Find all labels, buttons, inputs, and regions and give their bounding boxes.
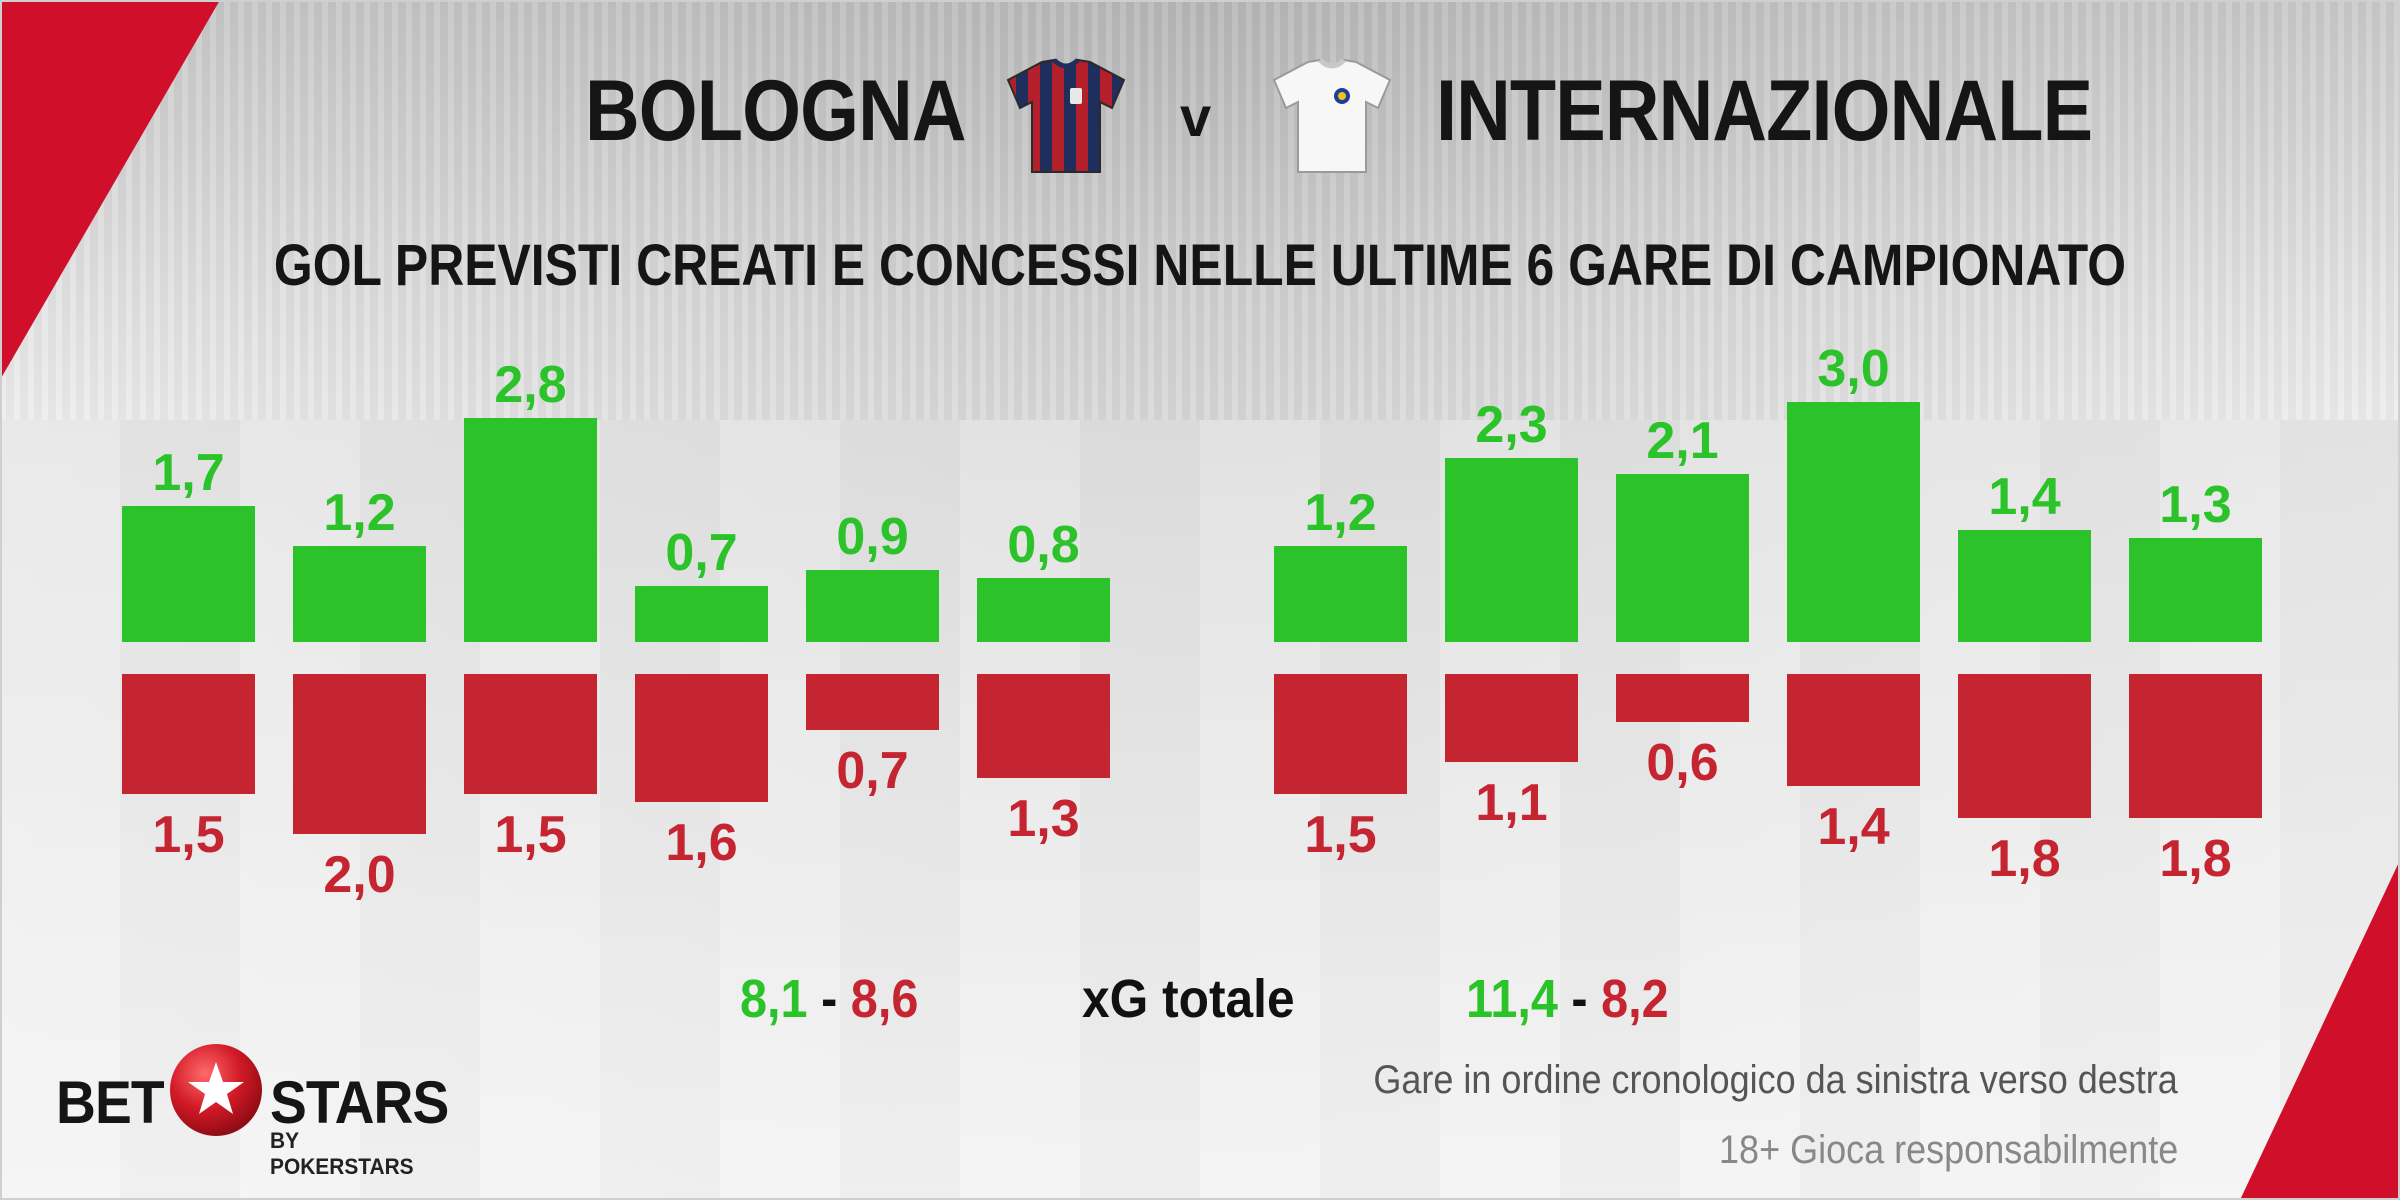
- created-bar: [635, 586, 768, 642]
- away-xg-created-total: 11,4: [1466, 969, 1558, 1029]
- away-total-separator: -: [1571, 969, 1588, 1029]
- home-team-name: BOLOGNA: [585, 63, 967, 159]
- conceded-bar: [293, 674, 426, 834]
- conceded-bar: [1787, 674, 1920, 786]
- created-bar: [1274, 546, 1407, 642]
- home-total-separator: -: [821, 969, 838, 1029]
- betstars-logo: BET STARS BY POKERSTARS: [56, 1040, 456, 1179]
- conceded-bar: [1445, 674, 1578, 762]
- created-bar: [806, 570, 939, 642]
- chart-title: GOL PREVISTI CREATI E CONCESSI NELLE ULT…: [273, 233, 2127, 298]
- inter-white-shirt-icon: [1272, 58, 1392, 173]
- created-bar: [1616, 474, 1749, 642]
- conceded-bar-label: 1,8: [1988, 830, 2060, 888]
- logo-bet-text: BET: [56, 1069, 165, 1136]
- conceded-bar-label: 1,5: [494, 806, 566, 864]
- bologna-shirt-icon: [1006, 58, 1126, 173]
- versus-label: v: [1180, 85, 1212, 148]
- conceded-bar-label: 1,5: [1304, 806, 1376, 864]
- created-bar: [1787, 402, 1920, 642]
- created-bar-label: 0,8: [1007, 516, 1079, 574]
- created-bar: [293, 546, 426, 642]
- logo-stars-text: STARS: [270, 1069, 449, 1136]
- created-bar: [122, 506, 255, 642]
- logo-subtitle: BY POKERSTARS: [270, 1128, 414, 1179]
- chronological-order-note: Gare in ordine cronologico da sinistra v…: [1373, 1058, 2178, 1102]
- created-bar-label: 1,2: [1304, 484, 1376, 542]
- created-bar: [1958, 530, 2091, 642]
- created-bar: [464, 418, 597, 642]
- created-bar-label: 3,0: [1817, 340, 1889, 398]
- conceded-bar-label: 1,8: [2159, 830, 2231, 888]
- home-xg-total: 8,1 - 8,6: [740, 968, 918, 1030]
- conceded-bar-label: 1,4: [1817, 798, 1889, 856]
- created-bar: [1445, 458, 1578, 642]
- created-bar: [2129, 538, 2262, 642]
- responsible-gambling-note: 18+ Gioca responsabilmente: [1718, 1128, 2178, 1172]
- conceded-bar-label: 0,6: [1646, 734, 1718, 792]
- conceded-bar: [977, 674, 1110, 778]
- created-bar-label: 2,1: [1646, 412, 1718, 470]
- stadium-background: [0, 0, 2400, 420]
- conceded-bar: [1274, 674, 1407, 794]
- conceded-bar: [122, 674, 255, 794]
- conceded-bar-label: 1,5: [152, 806, 224, 864]
- home-xg-conceded-total: 8,6: [850, 969, 919, 1029]
- conceded-bar-label: 0,7: [836, 742, 908, 800]
- conceded-bar: [2129, 674, 2262, 818]
- conceded-bar-label: 2,0: [323, 846, 395, 904]
- conceded-bar: [464, 674, 597, 794]
- home-xg-created-total: 8,1: [740, 969, 808, 1029]
- star-ball-icon: [170, 1044, 262, 1136]
- away-xg-total: 11,4 - 8,2: [1466, 968, 1669, 1030]
- created-bar-label: 1,3: [2159, 476, 2231, 534]
- created-bar-label: 2,3: [1475, 396, 1547, 454]
- created-bar-label: 1,4: [1988, 468, 2060, 526]
- away-xg-conceded-total: 8,2: [1601, 969, 1669, 1029]
- created-bar-label: 0,7: [665, 524, 737, 582]
- conceded-bar-label: 1,1: [1475, 774, 1547, 832]
- conceded-bar: [635, 674, 768, 802]
- conceded-bar-label: 1,6: [665, 814, 737, 872]
- created-bar: [977, 578, 1110, 642]
- xg-total-label: xG totale: [1082, 969, 1295, 1029]
- conceded-bar-label: 1,3: [1007, 790, 1079, 848]
- created-bar-label: 1,7: [152, 444, 224, 502]
- conceded-bar: [1616, 674, 1749, 722]
- created-bar-label: 0,9: [836, 508, 908, 566]
- away-team-name: INTERNAZIONALE: [1436, 63, 2093, 159]
- created-bar-label: 2,8: [494, 356, 566, 414]
- created-bar-label: 1,2: [323, 484, 395, 542]
- conceded-bar: [806, 674, 939, 730]
- conceded-bar: [1958, 674, 2091, 818]
